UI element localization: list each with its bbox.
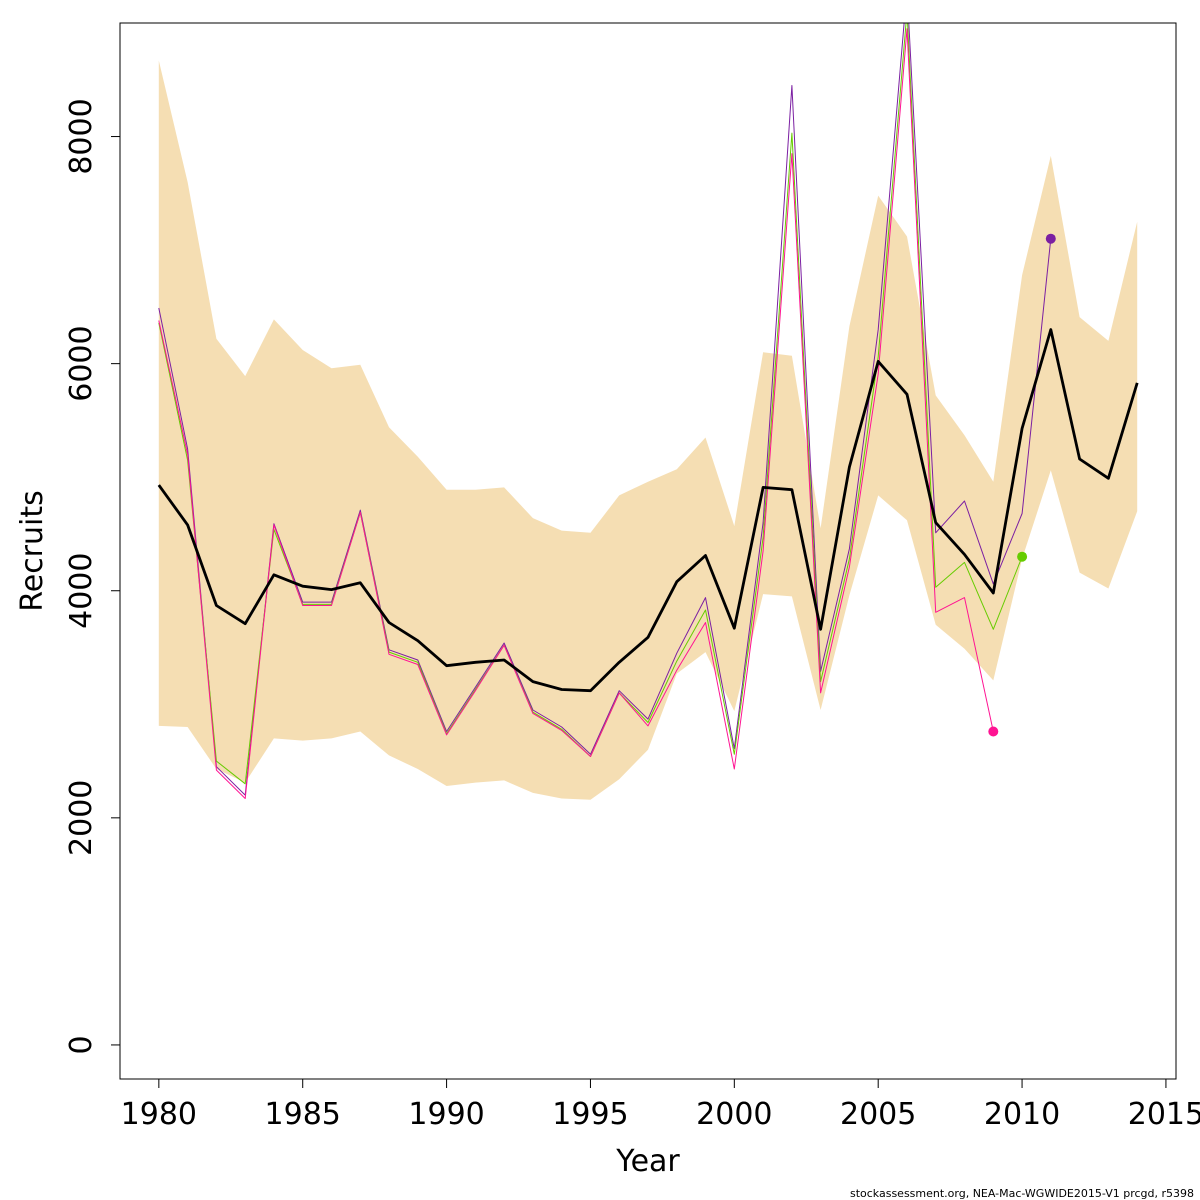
footer-credit: stockassessment.org, NEA-Mac-WGWIDE2015-… xyxy=(850,1187,1194,1200)
series-layer xyxy=(157,23,1139,799)
x-axis: 1980 1985 1990 1995 2000 2005 2010 2015 xyxy=(121,1078,1200,1132)
end-point-retro-2010 xyxy=(1017,551,1028,562)
x-tick-label: 2005 xyxy=(840,1097,916,1132)
y-tick-label: 2000 xyxy=(64,780,99,856)
x-axis-title: Year xyxy=(615,1144,680,1179)
x-tick-label: 1990 xyxy=(408,1097,484,1132)
y-axis: 0 2000 4000 6000 8000 xyxy=(64,98,121,1054)
confidence-band-layer xyxy=(158,60,1138,800)
x-tick-label: 1995 xyxy=(552,1097,628,1132)
end-point-retro-2009 xyxy=(988,726,999,737)
x-tick-label: 2010 xyxy=(984,1097,1060,1132)
series-line-estimate xyxy=(157,328,1139,693)
x-tick-label: 1985 xyxy=(265,1097,341,1132)
end-point-retro-2011 xyxy=(1045,233,1056,244)
x-tick-label: 1980 xyxy=(121,1097,197,1132)
y-tick-label: 8000 xyxy=(64,98,99,174)
series-line-retro-2011 xyxy=(158,23,1052,796)
x-tick-label: 2015 xyxy=(1128,1097,1200,1132)
series-line-retro-2009 xyxy=(158,28,994,799)
x-tick-label: 2000 xyxy=(696,1097,772,1132)
y-axis-title: Recruits xyxy=(15,490,50,612)
y-tick-label: 0 xyxy=(64,1035,99,1054)
y-tick-label: 4000 xyxy=(64,553,99,629)
confidence-band xyxy=(158,60,1138,800)
y-tick-label: 6000 xyxy=(64,325,99,401)
